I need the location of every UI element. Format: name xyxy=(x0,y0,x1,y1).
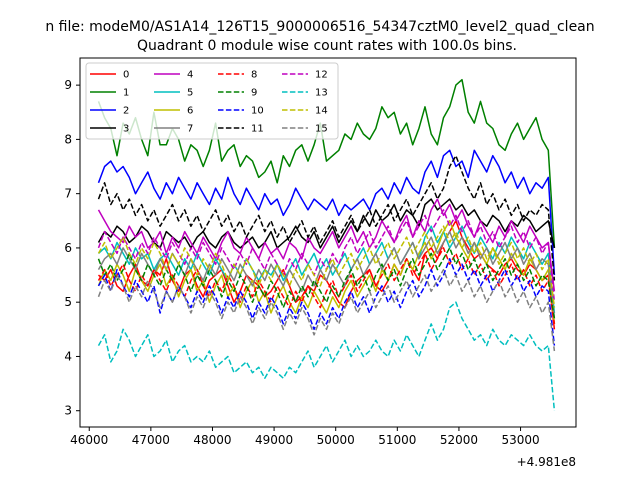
x-axis: 46000 47000 48000 49000 50000 51000 52000 53000 xyxy=(70,427,540,447)
series-line-15 xyxy=(97,268,556,352)
legend-label-1: 1 xyxy=(123,88,129,99)
x-tick-label: 48000 xyxy=(193,433,231,447)
series-line-2 xyxy=(97,149,556,276)
legend-box xyxy=(85,62,339,140)
series-line-4 xyxy=(97,198,556,292)
series-line-9 xyxy=(97,247,556,319)
y-axis: 3 4 5 6 7 8 9 xyxy=(64,78,80,418)
plot-frame xyxy=(79,57,577,428)
legend-label-13: 13 xyxy=(315,88,328,99)
x-offset-label: +4.981e8 xyxy=(517,455,576,469)
figure-suptitle: n file: modeM0/AS1A14_126T15_9000006516_… xyxy=(45,19,594,35)
y-tick-label: 7 xyxy=(64,187,72,201)
y-tick-label: 5 xyxy=(64,295,72,309)
legend-label-3: 3 xyxy=(123,124,129,135)
legend-label-12: 12 xyxy=(315,70,328,81)
series-line-5 xyxy=(97,225,556,314)
x-tick-label: 49000 xyxy=(255,433,293,447)
y-tick-label: 8 xyxy=(64,132,72,146)
series-line-6 xyxy=(97,220,556,324)
series-line-3 xyxy=(97,198,556,249)
series-layer xyxy=(97,78,556,411)
series-line-14 xyxy=(97,225,556,308)
legend-label-0: 0 xyxy=(123,70,129,81)
legend-label-6: 6 xyxy=(187,106,193,117)
x-tick-label: 52000 xyxy=(440,433,478,447)
x-tick-label: 50000 xyxy=(317,433,355,447)
legend-label-5: 5 xyxy=(187,88,193,99)
x-tick-label: 47000 xyxy=(132,433,170,447)
x-tick-label: 46000 xyxy=(70,433,108,447)
series-line-8 xyxy=(97,247,556,325)
legend-label-11: 11 xyxy=(251,124,264,135)
y-tick-label: 4 xyxy=(64,349,72,363)
legend-label-14: 14 xyxy=(315,106,328,117)
x-tick-label: 51000 xyxy=(378,433,416,447)
series-line-13 xyxy=(97,301,556,411)
y-tick-label: 6 xyxy=(64,241,72,255)
x-tick-label: 53000 xyxy=(501,433,539,447)
chart-title: Quadrant 0 module wise count rates with … xyxy=(137,38,517,54)
legend-label-9: 9 xyxy=(251,88,257,99)
y-tick-label: 3 xyxy=(64,404,72,418)
y-tick-label: 9 xyxy=(64,78,72,92)
legend-label-2: 2 xyxy=(123,106,129,117)
series-line-11 xyxy=(97,154,556,281)
legend-label-10: 10 xyxy=(251,106,264,117)
legend-label-8: 8 xyxy=(251,70,257,81)
legend-label-7: 7 xyxy=(187,124,193,135)
legend-label-4: 4 xyxy=(187,70,193,81)
legend-label-15: 15 xyxy=(315,124,328,135)
